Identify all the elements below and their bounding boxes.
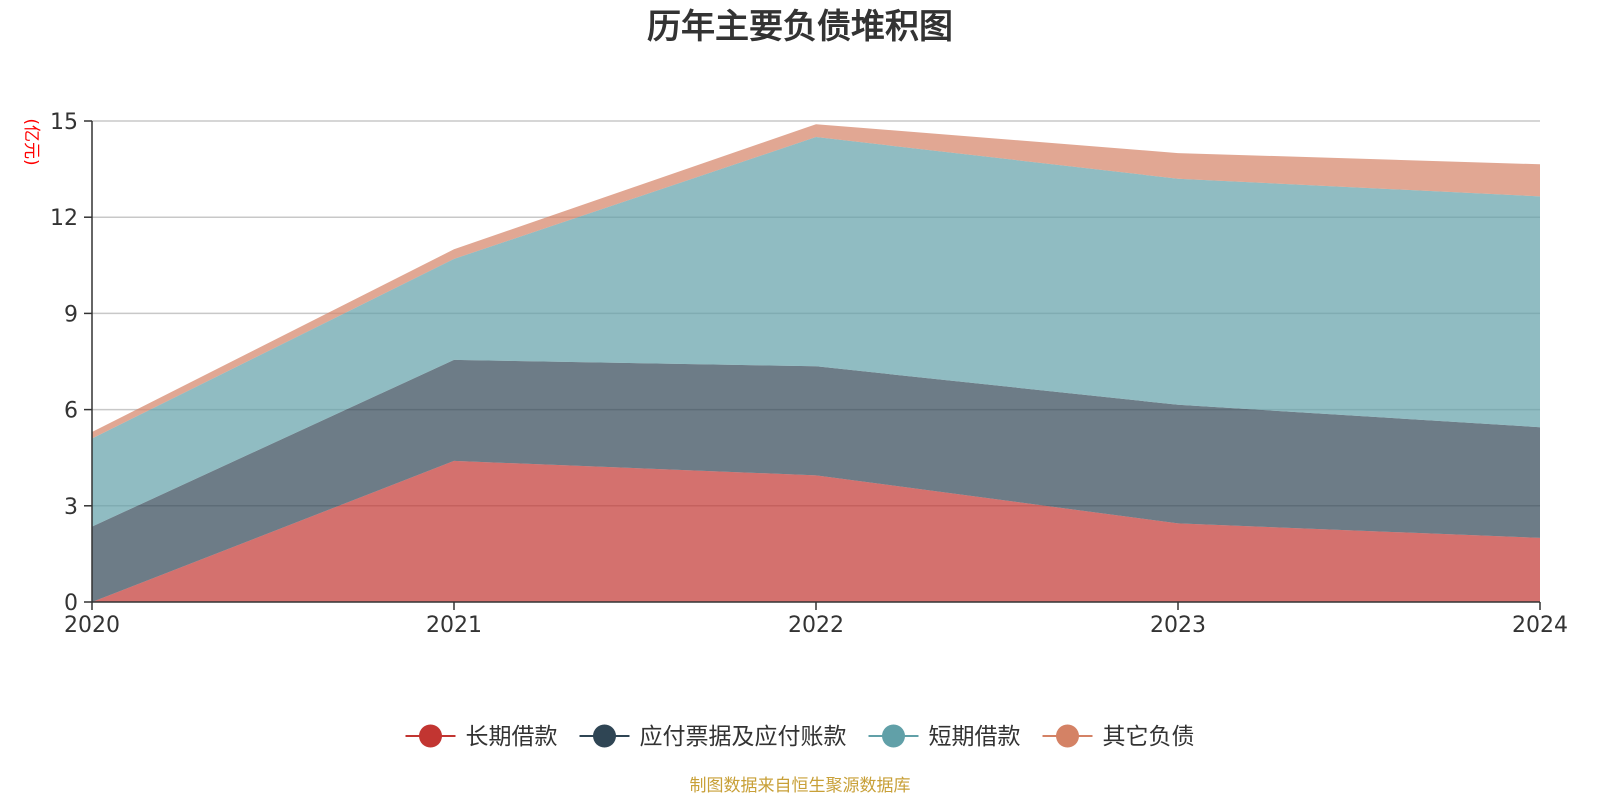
y-tick-label: 9: [64, 302, 78, 327]
x-tick-label: 2021: [426, 613, 482, 638]
x-tick-label: 2020: [64, 613, 120, 638]
x-tick-label: 2024: [1512, 613, 1568, 638]
legend-marker-icon: [882, 724, 905, 748]
legend[interactable]: 长期借款 应付票据及应付账款 短期借款 其它负债: [405, 724, 1195, 750]
area-series-1: [92, 460, 1540, 602]
y-tick-label: 3: [64, 495, 78, 520]
legend-marker-icon: [1056, 724, 1079, 748]
legend-marker-icon: [593, 724, 616, 748]
x-tick-label: 2022: [788, 613, 844, 638]
y-tick-label: 12: [50, 206, 78, 231]
legend-label: 长期借款: [466, 724, 558, 750]
legend-item-2[interactable]: 应付票据及应付账款: [579, 724, 847, 750]
area-series-3: [92, 137, 1540, 527]
source-note: 制图数据来自恒生聚源数据库: [690, 776, 911, 796]
y-tick-label: 6: [64, 399, 78, 424]
legend-item-1[interactable]: 长期借款: [405, 724, 558, 750]
legend-item-3[interactable]: 短期借款: [868, 724, 1021, 750]
chart-title: 历年主要负债堆积图: [647, 7, 953, 47]
legend-label: 短期借款: [929, 724, 1021, 750]
area-series: [92, 124, 1540, 602]
legend-label: 应付票据及应付账款: [640, 724, 847, 750]
axes: 0 3 6 9 12 15 2020 2021 2022 2023 2024: [50, 110, 1568, 638]
x-tick-label: 2023: [1150, 613, 1206, 638]
y-tick-label: 15: [50, 110, 78, 135]
area-series-2: [92, 359, 1540, 602]
y-axis-label: (亿元): [21, 118, 41, 165]
legend-marker-icon: [419, 724, 442, 748]
legend-item-4[interactable]: 其它负债: [1042, 724, 1195, 750]
y-tick-label: 0: [64, 591, 78, 616]
legend-label: 其它负债: [1103, 724, 1195, 750]
